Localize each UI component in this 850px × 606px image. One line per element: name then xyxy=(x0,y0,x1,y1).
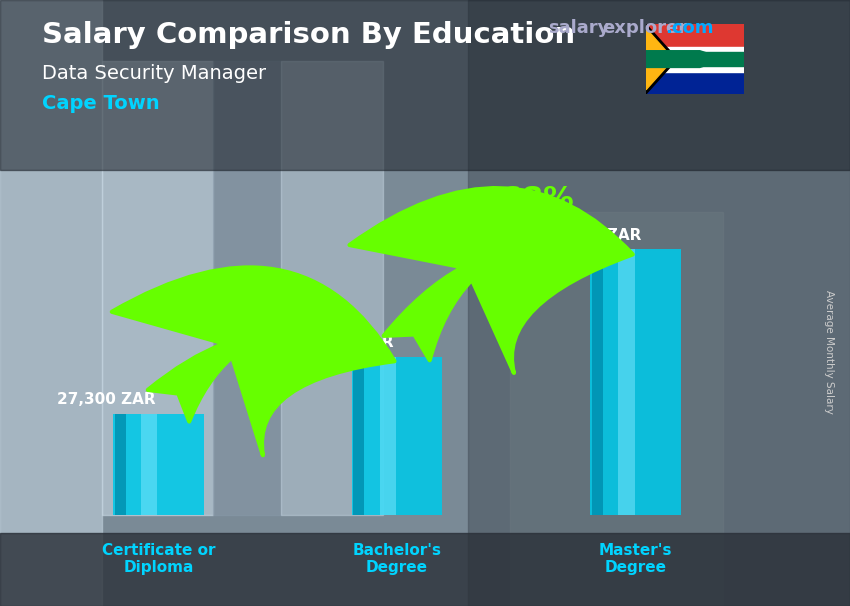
Bar xyxy=(646,24,744,48)
Bar xyxy=(0,0,102,606)
Bar xyxy=(354,356,365,515)
Bar xyxy=(646,52,744,66)
Text: Cape Town: Cape Town xyxy=(42,94,160,113)
Bar xyxy=(0,0,850,170)
Text: Salary Comparison By Education: Salary Comparison By Education xyxy=(42,21,575,49)
Bar xyxy=(0,533,850,606)
Polygon shape xyxy=(646,55,717,63)
Bar xyxy=(102,61,212,515)
Bar xyxy=(646,47,744,52)
Bar xyxy=(280,61,382,515)
Bar xyxy=(380,356,396,515)
FancyArrowPatch shape xyxy=(349,188,632,373)
Bar xyxy=(510,212,722,606)
Bar xyxy=(646,70,744,94)
Text: .com: .com xyxy=(666,19,714,38)
Bar xyxy=(468,0,850,606)
Text: explorer: explorer xyxy=(602,19,687,38)
Bar xyxy=(113,414,204,515)
Text: +68%: +68% xyxy=(475,185,574,215)
Bar xyxy=(212,61,280,515)
Text: 71,800 ZAR: 71,800 ZAR xyxy=(543,227,642,242)
Bar xyxy=(590,249,681,515)
Text: +57%: +57% xyxy=(220,286,319,315)
Bar xyxy=(115,414,126,515)
Polygon shape xyxy=(646,51,726,67)
Polygon shape xyxy=(646,28,673,90)
Polygon shape xyxy=(646,24,677,94)
Text: Master's
Degree: Master's Degree xyxy=(598,543,672,575)
Bar xyxy=(592,249,603,515)
FancyArrowPatch shape xyxy=(112,267,394,455)
Text: 27,300 ZAR: 27,300 ZAR xyxy=(57,392,156,407)
Bar xyxy=(618,249,635,515)
Text: Data Security Manager: Data Security Manager xyxy=(42,64,267,82)
Text: Bachelor's
Degree: Bachelor's Degree xyxy=(353,543,441,575)
Bar xyxy=(352,356,442,515)
Text: salary: salary xyxy=(548,19,609,38)
Bar xyxy=(141,414,157,515)
Bar xyxy=(646,66,744,72)
Text: Certificate or
Diploma: Certificate or Diploma xyxy=(102,543,215,575)
Text: 42,800 ZAR: 42,800 ZAR xyxy=(295,335,394,350)
Text: Average Monthly Salary: Average Monthly Salary xyxy=(824,290,834,413)
